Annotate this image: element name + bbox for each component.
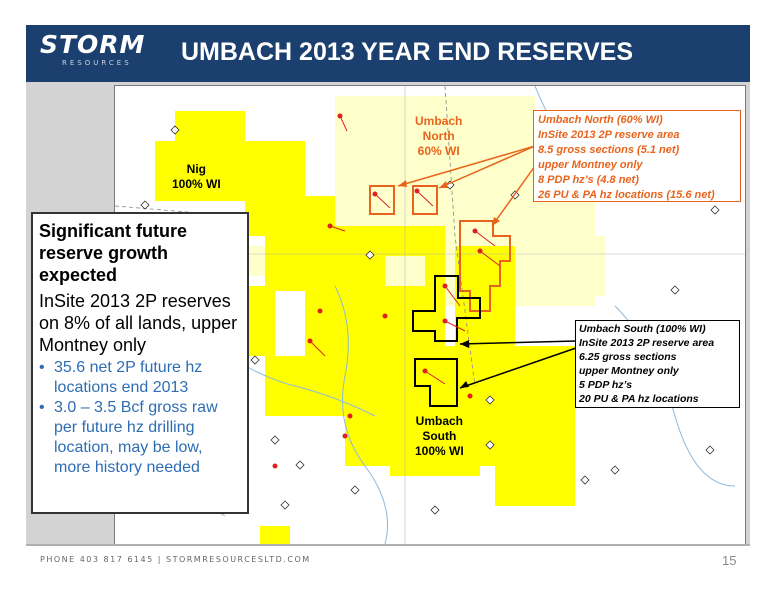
north-box-line: 8.5 gross sections (5.1 net) <box>538 144 680 156</box>
slide-title: UMBACH 2013 YEAR END RESERVES <box>181 38 633 66</box>
horizontal-wells <box>309 115 501 385</box>
north-box-line: 8 PDP hz’s (4.8 net) <box>538 174 639 186</box>
umbach-south-info-box: Umbach South (100% WI) InSite 2013 2P re… <box>575 320 740 408</box>
page-number: 15 <box>722 553 737 568</box>
callout-bullets: • 35.6 net 2P future hz locations end 201… <box>39 358 241 478</box>
well-markers <box>272 113 483 469</box>
umbach-north-wi: 60% WI <box>417 144 460 158</box>
storm-logo: STORM <box>40 30 146 59</box>
south-box-line: 6.25 gross sections <box>579 351 677 363</box>
bullet-dot-icon: • <box>39 359 45 376</box>
umbach-south-wi: 100% WI <box>415 444 464 458</box>
umbach-south-outline <box>412 275 481 407</box>
south-box-line: InSite 2013 2P reserve area <box>579 337 715 349</box>
south-box-line: Umbach South (100% WI) <box>579 323 706 335</box>
bullet-item: • 3.0 – 3.5 Bcf gross raw per future hz d… <box>39 398 241 478</box>
storm-logo-subtitle: RESOURCES <box>62 59 132 67</box>
umbach-south-label: Umbach South 100% WI <box>415 414 464 459</box>
bullet-text: 35.6 net 2P future hz locations end 2013 <box>54 359 203 396</box>
south-box-line: upper Montney only <box>579 365 679 377</box>
south-box-line: 20 PU & PA hz locations <box>579 393 699 405</box>
yellow-land-parcels <box>155 111 575 544</box>
umbach-south-name-1: Umbach <box>415 414 464 428</box>
south-arrows <box>459 340 577 389</box>
north-box-line: 26 PU & PA hz locations (15.6 net) <box>538 189 715 201</box>
nig-name: Nig <box>186 162 207 176</box>
umbach-north-outline <box>369 185 511 312</box>
footer-contact: PHONE 403 817 6145 | STORMRESOURCESLTD.C… <box>40 555 311 564</box>
reserve-growth-callout: Significant future reserve growth expect… <box>31 212 249 514</box>
nig-label: Nig 100% WI <box>172 162 221 192</box>
footer-divider <box>26 544 750 546</box>
umbach-north-info-box: Umbach North (60% WI) InSite 2013 2P res… <box>533 110 741 202</box>
bullet-item: • 35.6 net 2P future hz locations end 201… <box>39 358 241 398</box>
land-map-graphic <box>115 86 745 544</box>
north-box-line: InSite 2013 2P reserve area <box>538 129 680 141</box>
callout-body: InSite 2013 2P reserves on 8% of all lan… <box>39 291 238 355</box>
umbach-north-name-1: Umbach <box>415 114 463 128</box>
title-banner: STORM RESOURCES UMBACH 2013 YEAR END RES… <box>26 25 750 82</box>
nig-wi: 100% WI <box>172 177 221 191</box>
umbach-north-label: Umbach North 60% WI <box>415 114 462 159</box>
south-box-line: 5 PDP hz’s <box>579 379 633 391</box>
north-box-line: upper Montney only <box>538 159 643 171</box>
north-box-line: Umbach North (60% WI) <box>538 114 663 126</box>
bullet-dot-icon: • <box>39 399 45 416</box>
bullet-text: 3.0 – 3.5 Bcf gross raw per future hz dr… <box>54 399 218 476</box>
north-arrows <box>397 145 536 227</box>
umbach-north-name-2: North <box>422 129 455 143</box>
callout-heading: Significant future reserve growth expect… <box>39 221 187 285</box>
umbach-south-name-2: South <box>422 429 457 443</box>
